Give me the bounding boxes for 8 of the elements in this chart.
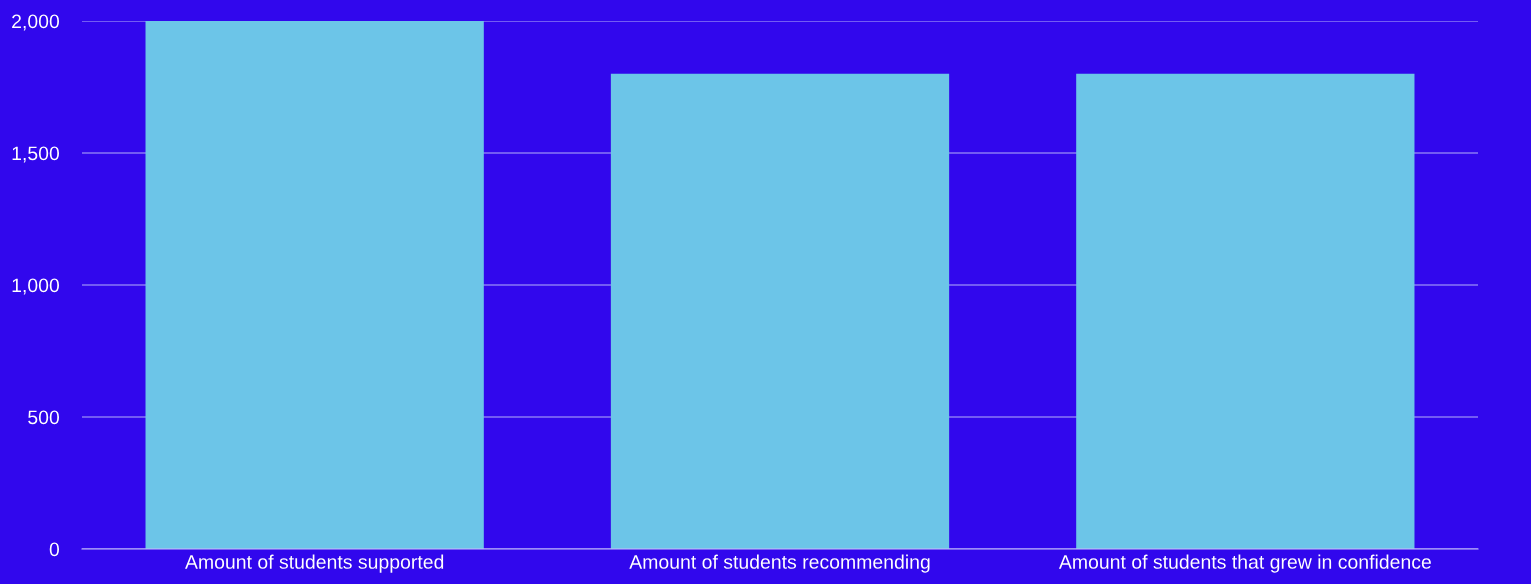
y-tick-label: 2,000	[12, 14, 60, 31]
x-tick-label: Amount of students recommending	[629, 554, 930, 573]
y-tick-label: 1,000	[12, 278, 60, 295]
x-tick-label: Amount of students that grew in confidence	[1058, 554, 1431, 573]
y-tick-label: 500	[28, 410, 60, 425]
y-tick-label: 1,500	[12, 146, 60, 163]
x-tick-label: Amount of students supported	[185, 554, 444, 573]
y-tick-label: 0	[49, 542, 60, 557]
